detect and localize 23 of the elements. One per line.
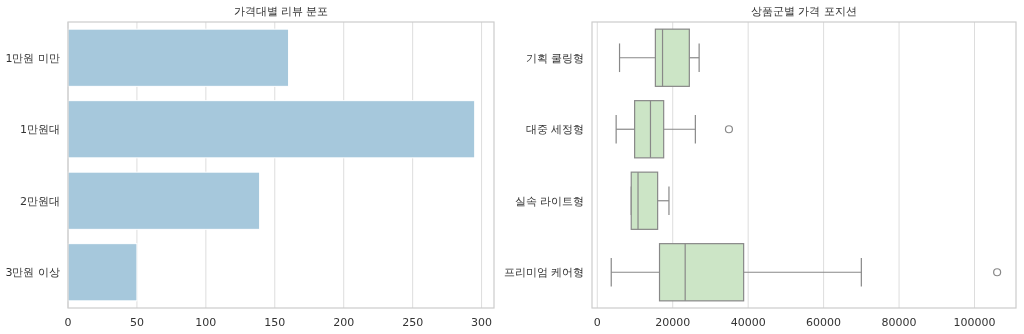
y-tick-label: 3만원 이상 — [5, 266, 60, 280]
y-tick-label: 프리미엄 케어형 — [503, 266, 584, 280]
y-tick-label: 2만원대 — [20, 194, 60, 208]
x-tick-label: 80000 — [881, 316, 917, 329]
x-tick-label: 150 — [264, 316, 286, 329]
y-tick-label: 실속 라이트형 — [514, 194, 584, 208]
x-tick-label: 0 — [593, 316, 601, 329]
x-tick-label: 20000 — [655, 316, 691, 329]
y-tick-label: 1만원 미만 — [5, 51, 60, 65]
x-tick-label: 300 — [471, 316, 493, 329]
x-tick-label: 250 — [402, 316, 424, 329]
x-tick-label: 100000 — [953, 316, 996, 329]
y-tick-label: 기획 쿨링형 — [525, 51, 584, 65]
x-tick-label: 40000 — [730, 316, 766, 329]
x-tick-label: 100 — [195, 316, 217, 329]
y-tick-label: 1만원대 — [20, 123, 60, 137]
x-tick-label: 50 — [129, 316, 144, 329]
y-tick-label: 대중 세정형 — [525, 123, 584, 137]
x-tick-label: 60000 — [806, 316, 842, 329]
x-tick-label: 200 — [333, 316, 355, 329]
chart-title: 가격대별 리뷰 분포 — [233, 5, 329, 18]
x-tick-label: 0 — [64, 316, 72, 329]
chart-title: 상품군별 가격 포지션 — [751, 5, 857, 18]
